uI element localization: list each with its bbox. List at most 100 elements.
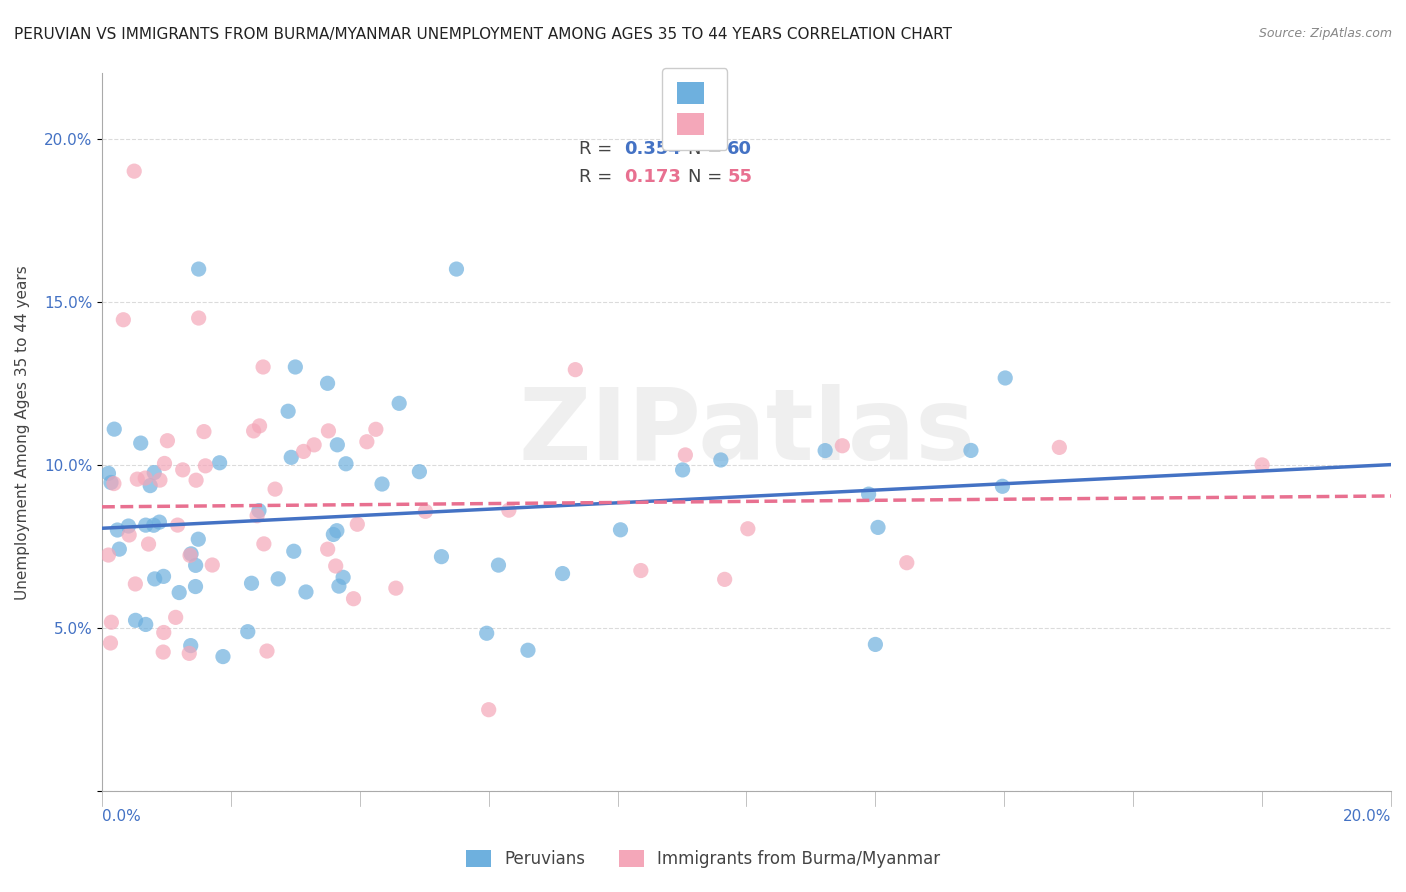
Point <box>124 613 146 627</box>
Point <box>180 547 202 561</box>
Point <box>166 518 188 533</box>
Text: R =: R = <box>579 169 617 186</box>
Point <box>242 424 264 438</box>
Point <box>385 581 408 595</box>
Point <box>112 312 135 326</box>
Point <box>236 624 259 639</box>
Point <box>713 573 735 587</box>
Point <box>267 572 290 586</box>
Point <box>103 476 125 491</box>
Point <box>149 473 172 487</box>
Point <box>295 585 318 599</box>
Point <box>630 564 652 578</box>
Text: PERUVIAN VS IMMIGRANTS FROM BURMA/MYANMAR UNEMPLOYMENT AMONG AGES 35 TO 44 YEARS: PERUVIAN VS IMMIGRANTS FROM BURMA/MYANMA… <box>14 27 952 42</box>
Point <box>107 523 129 537</box>
Point <box>498 503 520 517</box>
Point <box>346 517 368 532</box>
Point <box>208 456 231 470</box>
Text: ZIPatlas: ZIPatlas <box>517 384 974 481</box>
Point <box>129 436 152 450</box>
Point <box>240 576 263 591</box>
Point <box>1251 458 1274 472</box>
Text: Source: ZipAtlas.com: Source: ZipAtlas.com <box>1258 27 1392 40</box>
Point <box>292 444 315 458</box>
Point <box>994 371 1017 385</box>
Text: 0.0%: 0.0% <box>103 809 141 824</box>
Point <box>184 580 207 594</box>
Point <box>152 625 174 640</box>
Point <box>179 549 201 563</box>
Point <box>172 463 194 477</box>
Point <box>302 438 325 452</box>
Point <box>517 643 540 657</box>
Point <box>673 448 696 462</box>
Text: 0.173: 0.173 <box>624 169 681 186</box>
Point <box>564 362 586 376</box>
Point <box>478 703 501 717</box>
Point <box>100 475 122 490</box>
Point <box>184 473 207 487</box>
Point <box>152 569 174 583</box>
Point <box>193 425 215 439</box>
Point <box>316 542 339 557</box>
Point <box>97 467 120 481</box>
Point <box>408 465 430 479</box>
Text: N =: N = <box>689 169 728 186</box>
Point <box>446 262 468 277</box>
Y-axis label: Unemployment Among Ages 35 to 44 years: Unemployment Among Ages 35 to 44 years <box>15 265 30 599</box>
Point <box>249 418 271 433</box>
Point <box>277 404 299 418</box>
Point <box>322 527 344 541</box>
Point <box>488 558 510 573</box>
Point <box>180 639 202 653</box>
Text: R =: R = <box>579 140 617 158</box>
Point <box>100 636 122 650</box>
Point <box>737 522 759 536</box>
Point <box>127 472 149 486</box>
Point <box>143 572 166 586</box>
Point <box>134 471 156 485</box>
Point <box>866 520 889 534</box>
Point <box>135 518 157 533</box>
Point <box>179 646 201 660</box>
Point <box>247 503 270 517</box>
Point <box>187 311 209 326</box>
Point <box>97 548 120 562</box>
Point <box>865 637 887 651</box>
Point <box>364 422 387 436</box>
Point <box>264 482 287 496</box>
Point <box>475 626 498 640</box>
Point <box>187 532 209 546</box>
Point <box>896 556 918 570</box>
Point <box>328 579 350 593</box>
Text: 0.354: 0.354 <box>624 140 681 158</box>
Point <box>335 457 357 471</box>
Point <box>415 504 437 518</box>
Point <box>117 519 139 533</box>
Point <box>371 477 394 491</box>
Point <box>325 559 347 574</box>
Point <box>326 438 349 452</box>
Point <box>252 359 274 374</box>
Point <box>858 487 880 501</box>
Point <box>814 443 837 458</box>
Point <box>430 549 453 564</box>
Point <box>671 463 693 477</box>
Point <box>124 577 146 591</box>
Point <box>148 515 170 529</box>
Point <box>253 537 276 551</box>
Point <box>256 644 278 658</box>
Point <box>139 478 162 492</box>
Point <box>194 458 217 473</box>
Point <box>184 558 207 573</box>
Text: 55: 55 <box>727 169 752 186</box>
Point <box>960 443 983 458</box>
Point <box>991 479 1014 493</box>
Text: 60: 60 <box>727 140 752 158</box>
Point <box>710 453 733 467</box>
Point <box>135 617 157 632</box>
Point <box>356 434 378 449</box>
Point <box>142 518 165 533</box>
Point <box>212 649 235 664</box>
Point <box>388 396 411 410</box>
